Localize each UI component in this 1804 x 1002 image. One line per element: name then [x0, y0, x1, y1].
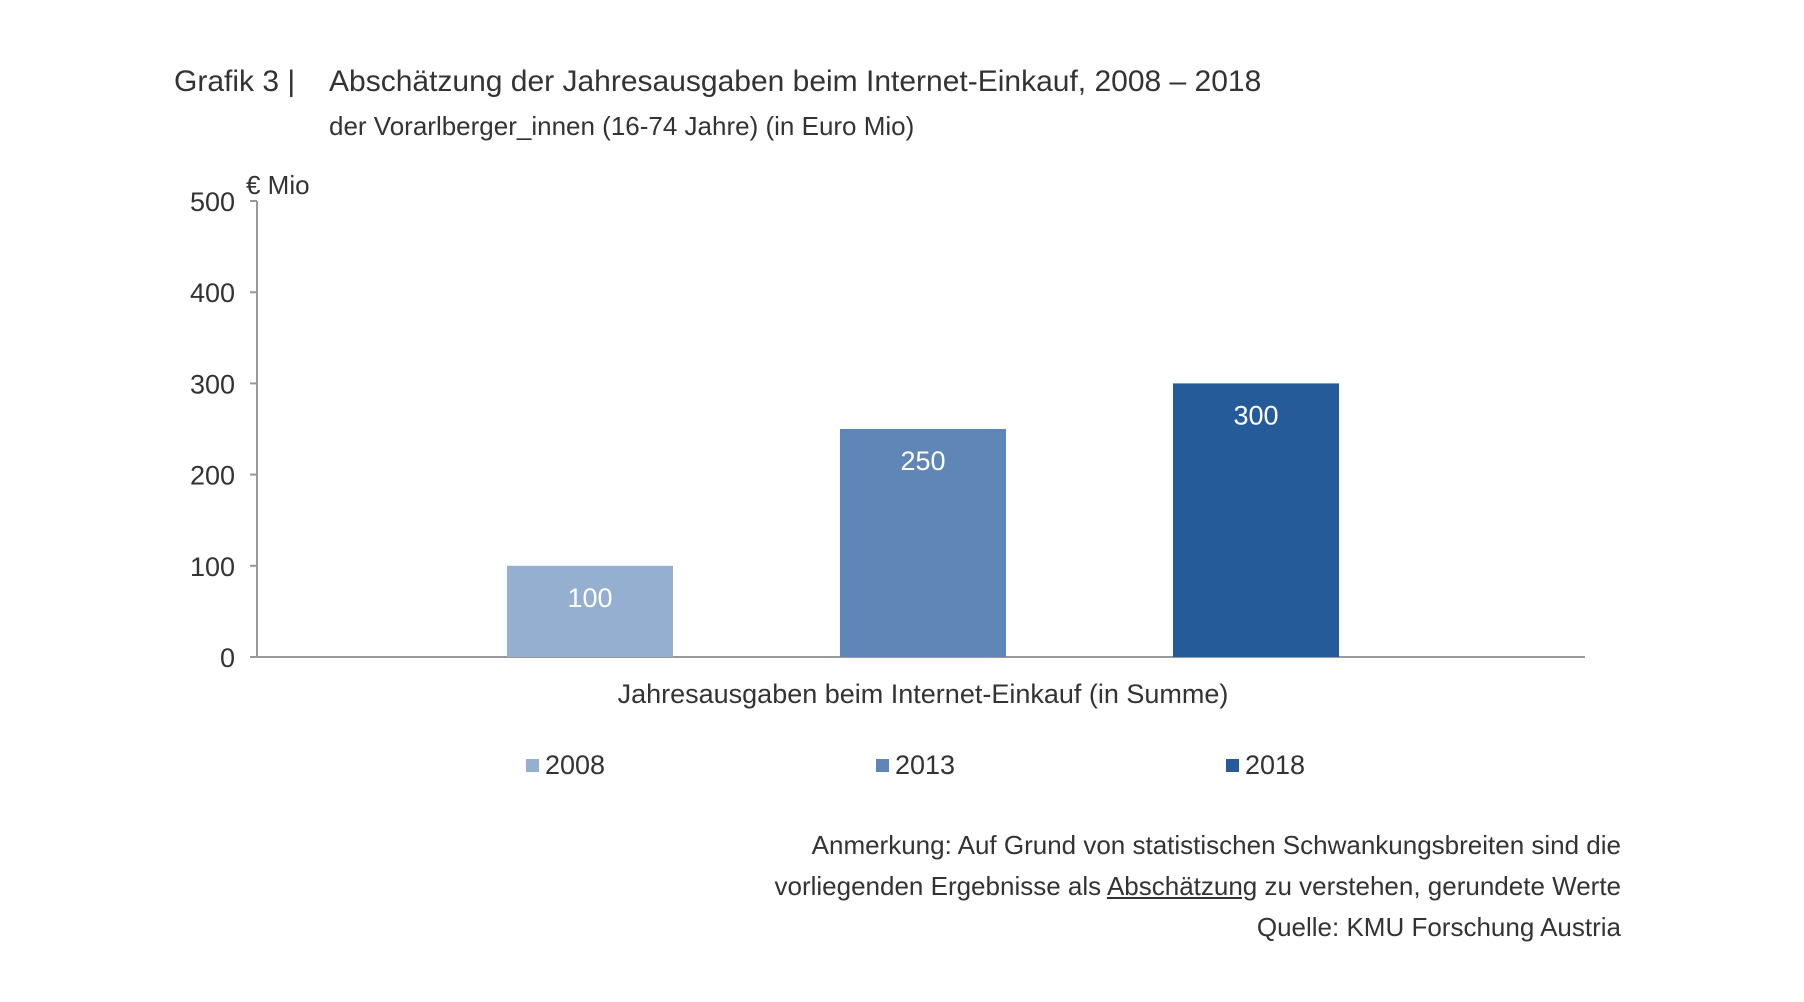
y-tick-label-400: 400 [190, 278, 235, 308]
note-line-2-end: zu verstehen, gerundete Werte [1257, 871, 1621, 901]
note-line-2: vorliegenden Ergebnisse als Abschätzung … [774, 866, 1621, 907]
note-line-1: Anmerkung: Auf Grund von statistischen S… [811, 830, 1621, 860]
figure-label: Grafik 3 | [174, 65, 296, 98]
chart-subtitle: der Vorarlberger_innen (16-74 Jahre) (in… [329, 111, 915, 141]
bar-value-label-2013: 250 [900, 446, 945, 476]
legend-swatch-2018 [1226, 758, 1239, 772]
chart-notes: Anmerkung: Auf Grund von statistischen S… [774, 825, 1621, 948]
chart-legend: 2008 2013 2018 [0, 748, 1804, 782]
bar-2013 [840, 429, 1006, 657]
chart-title: Abschätzung der Jahresausgaben beim Inte… [329, 65, 1262, 98]
legend-label-2013: 2013 [895, 750, 956, 780]
legend-swatch-2013 [876, 758, 889, 772]
bar-2018 [1173, 383, 1339, 657]
y-tick-label-200: 200 [190, 461, 235, 491]
bar-value-label-2018: 300 [1233, 400, 1278, 430]
y-axis-unit-label: € Mio [246, 170, 310, 200]
legend-item-2013: 2013 [876, 748, 955, 782]
legend-label-2008: 2008 [545, 750, 606, 780]
legend-swatch-2008 [526, 758, 539, 772]
y-tick-label-300: 300 [190, 369, 235, 399]
legend-label-2018: 2018 [1245, 750, 1306, 780]
source-note: Quelle: KMU Forschung Austria [1256, 912, 1621, 942]
y-tick-label-0: 0 [220, 643, 235, 673]
bar-chart: 0 100 200 300 400 500 € Mio 100 250 300 Jahresausg… [190, 170, 1585, 709]
legend-item-2018: 2018 [1226, 748, 1305, 782]
bar-value-label-2008: 100 [567, 583, 612, 613]
y-tick-label-500: 500 [190, 187, 235, 217]
bar-2008 [507, 565, 673, 657]
note-line-2-start: vorliegenden Ergebnisse als [774, 871, 1107, 901]
note-underlined-term: Abschätzung [1106, 871, 1258, 901]
legend-item-2008: 2008 [526, 748, 605, 782]
x-axis-category-label: Jahresausgaben beim Internet-Einkauf (in… [618, 679, 1229, 709]
y-tick-label-100: 100 [190, 552, 235, 582]
